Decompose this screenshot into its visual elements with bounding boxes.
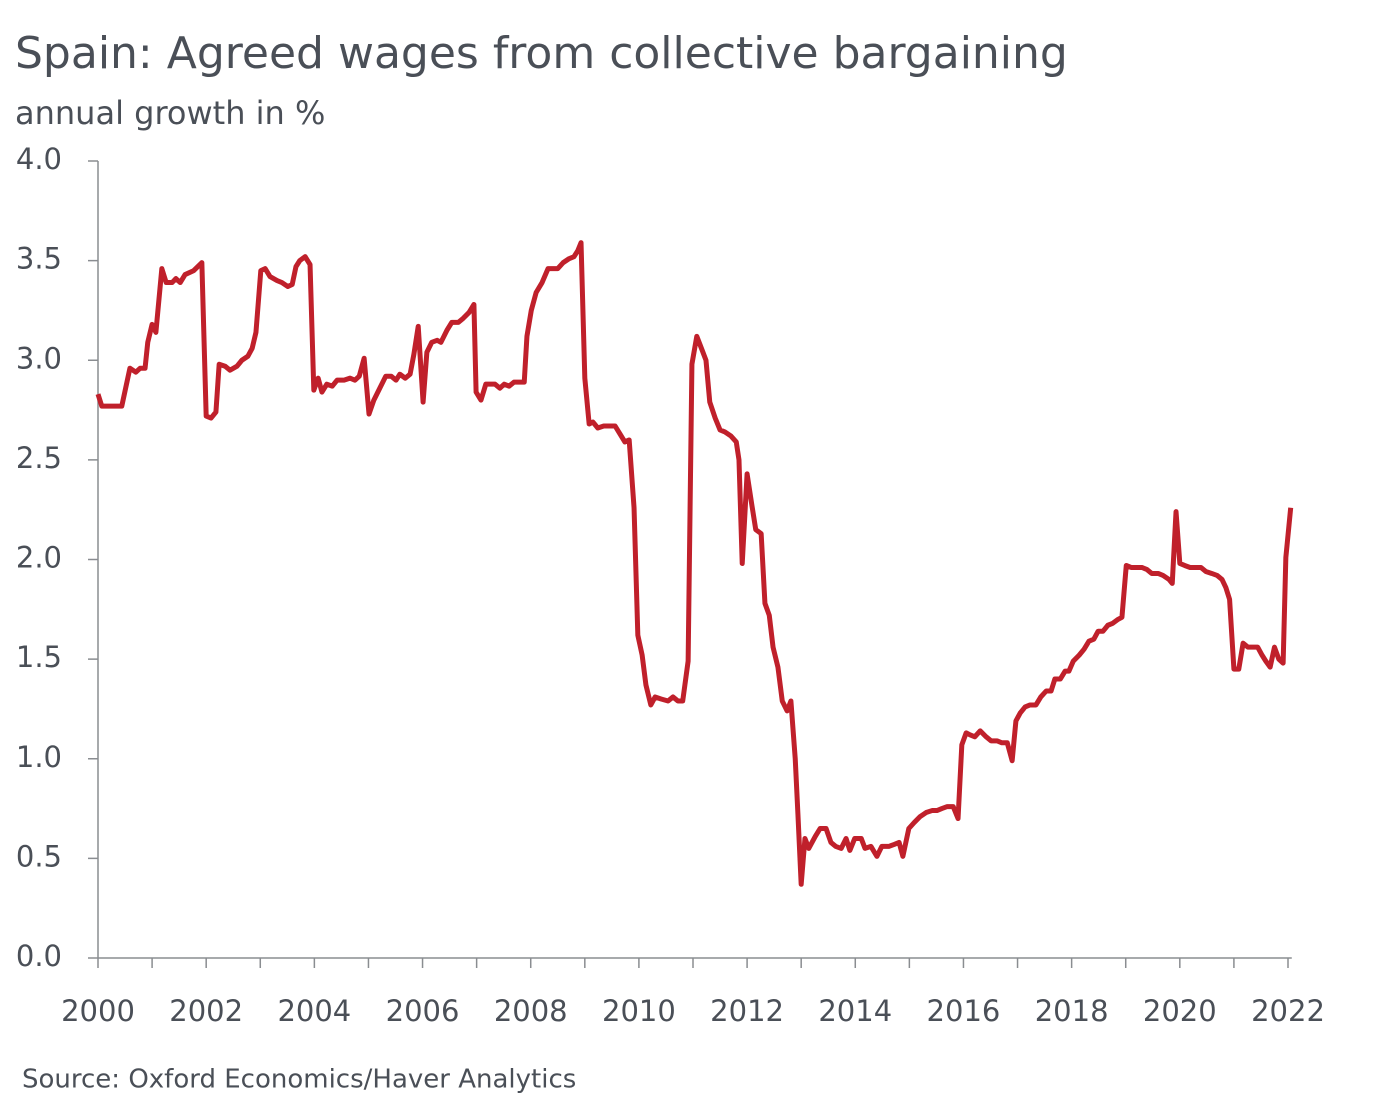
y-tick-label: 0.0 <box>16 939 62 973</box>
y-tick-label: 2.5 <box>16 441 62 475</box>
x-tick-label: 2014 <box>818 994 892 1028</box>
x-tick-label: 2004 <box>277 994 351 1028</box>
y-tick-label: 3.0 <box>16 341 62 375</box>
x-tick-label: 2020 <box>1143 994 1217 1028</box>
chart-subtitle: annual growth in % <box>15 94 325 132</box>
chart-title: Spain: Agreed wages from collective barg… <box>15 28 1068 79</box>
x-tick-label: 2016 <box>927 994 1001 1028</box>
x-tick-label: 2000 <box>61 994 135 1028</box>
x-tick-label: 2008 <box>494 994 568 1028</box>
x-tick-label: 2022 <box>1251 994 1325 1028</box>
y-tick-label: 3.5 <box>16 242 62 276</box>
y-tick-label: 2.0 <box>16 541 62 575</box>
x-tick-label: 2010 <box>602 994 676 1028</box>
x-tick-label: 2012 <box>710 994 784 1028</box>
x-tick-label: 2018 <box>1035 994 1109 1028</box>
x-tick-label: 2002 <box>169 994 243 1028</box>
y-tick-label: 4.0 <box>16 142 62 176</box>
source-note: Source: Oxford Economics/Haver Analytics <box>22 1065 576 1095</box>
data-line <box>95 240 1294 887</box>
y-tick-label: 1.5 <box>16 640 62 674</box>
y-tick-label: 1.0 <box>16 740 62 774</box>
y-tick-label: 0.5 <box>16 839 62 873</box>
x-tick-label: 2006 <box>386 994 460 1028</box>
